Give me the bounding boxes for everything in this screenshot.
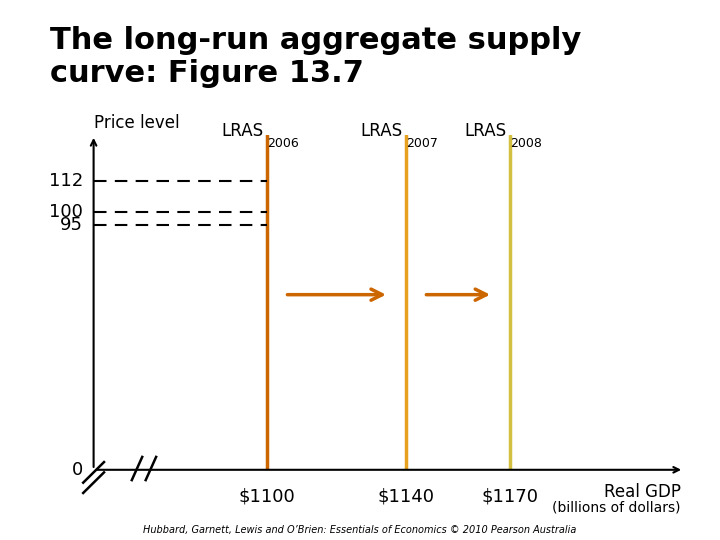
- Text: The long-run aggregate supply
curve: Figure 13.7: The long-run aggregate supply curve: Fig…: [50, 26, 582, 89]
- Text: (billions of dollars): (billions of dollars): [552, 501, 680, 515]
- Text: Hubbard, Garnett, Lewis and O’Brien: Essentials of Economics © 2010 Pearson Aust: Hubbard, Garnett, Lewis and O’Brien: Ess…: [143, 524, 577, 535]
- Text: LRAS: LRAS: [222, 122, 264, 140]
- Text: 2006: 2006: [267, 138, 299, 151]
- Text: 2007: 2007: [406, 138, 438, 151]
- Text: 100: 100: [49, 203, 84, 221]
- Text: 95: 95: [60, 216, 84, 234]
- Text: LRAS: LRAS: [361, 122, 402, 140]
- Text: 2008: 2008: [510, 138, 542, 151]
- Text: $1140: $1140: [378, 488, 435, 506]
- Text: LRAS: LRAS: [464, 122, 507, 140]
- Text: Real GDP: Real GDP: [603, 483, 680, 501]
- Text: 0: 0: [72, 461, 84, 479]
- Text: $1100: $1100: [239, 488, 296, 506]
- Text: $1170: $1170: [482, 488, 539, 506]
- Text: 112: 112: [49, 172, 84, 191]
- Text: Price level: Price level: [94, 114, 179, 132]
